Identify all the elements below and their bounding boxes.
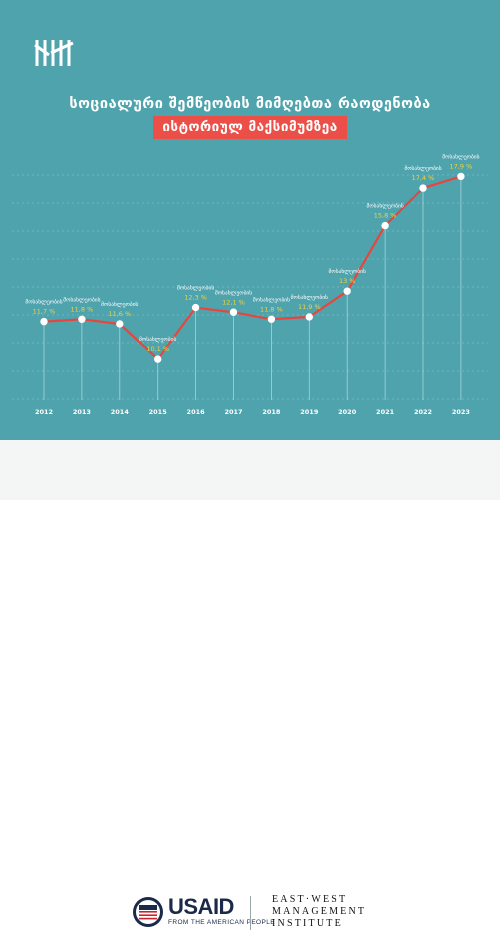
x-tick-label: 2016 [187,408,206,416]
data-label: 15,8 % [374,212,397,220]
data-labels: მოსახლეობის 11,7 % მოსახლეობის 11,8 % მოსახლ… [25,153,479,353]
point-caption: მოსახლეობის [101,301,138,308]
data-point [381,221,389,230]
x-tick-label: 2021 [376,408,395,416]
data-label: 11,8 % [260,305,283,313]
data-label: 17,4 % [412,174,435,182]
data-point [343,287,351,295]
point-caption: მოსახლეობის [25,299,62,306]
point-caption: მოსახლეობის [291,294,328,301]
x-tick-labels: 2012 2013 2014 2015 2016 2017 2018 2019 2020 2021… [35,408,470,416]
data-label: 17,9 % [450,162,473,170]
line-chart: მოსახლეობის 11,7 % მოსახლეობის 11,8 % მოსახლ… [12,153,488,416]
point-caption: მოსახლეობის [215,289,252,296]
point-caption: მოსახლეობის [442,153,479,160]
chart-panel: სოციალური შემწეობის მიმღებთა რაოდენობა ი… [0,0,500,440]
data-point [154,355,162,363]
data-label: 11,6 % [108,310,131,318]
x-tick-label: 2013 [73,408,91,416]
x-tick-label: 2014 [111,408,130,416]
chart-subtitle-highlight: ისტორიულ მაქსიმუმზეა [153,116,347,139]
x-tick-label: 2022 [414,408,432,416]
data-label: 11,7 % [33,308,56,316]
point-caption: მოსახლეობის [139,336,176,343]
data-point [78,315,86,323]
x-tick-label: 2019 [300,408,319,416]
footer: USAID FROM THE AMERICAN PEOPLE EAST·WEST… [0,440,500,930]
drop-lines [43,176,462,400]
data-point [229,308,238,316]
data-point [40,317,48,326]
data-point [305,313,313,321]
x-tick-label: 2018 [262,408,281,416]
footer-divider [250,896,251,930]
x-tick-label: 2020 [338,408,357,416]
data-point [457,172,465,181]
ewmi-logo-icon [34,40,74,66]
ewmi-line: INSTITUTE [272,918,343,929]
data-point [191,303,200,312]
data-label: 11,8 % [71,305,94,313]
usaid-tagline: FROM THE AMERICAN PEOPLE [168,919,275,926]
ewmi-line: EAST·WEST [272,894,348,905]
series-line [43,175,462,361]
data-label: 11,9 % [298,303,321,311]
x-tick-label: 2015 [149,408,168,416]
data-label: 12,3 % [184,294,207,302]
point-caption: მოსახლეობის [177,285,214,292]
data-label: 13 % [339,277,356,285]
data-points [40,172,465,363]
point-caption: მოსახლეობის [329,268,366,275]
x-tick-label: 2023 [452,408,470,416]
data-label: 12,1 % [222,298,245,306]
x-tick-label: 2012 [35,408,53,416]
ewmi-line: MANAGEMENT [272,906,367,917]
ewmi-logo-text: EAST·WEST MANAGEMENT INSTITUTE [272,894,372,930]
point-caption: მოსახლეობის [253,296,290,303]
data-point [419,184,427,192]
chart-title: სოციალური შემწეობის მიმღებთა რაოდენობა [69,96,431,112]
x-tick-label: 2017 [224,408,242,416]
data-point [116,320,124,328]
usaid-logo-text: USAID [168,894,234,919]
point-caption: მოსახლეობის [366,203,403,210]
grid-lines [12,174,488,400]
usaid-seal-icon [133,897,163,927]
point-caption: მოსახლეობის [404,165,441,172]
data-label: 10,1 % [146,345,169,353]
data-point [267,315,276,323]
point-caption: მოსახლეობის [63,296,100,303]
